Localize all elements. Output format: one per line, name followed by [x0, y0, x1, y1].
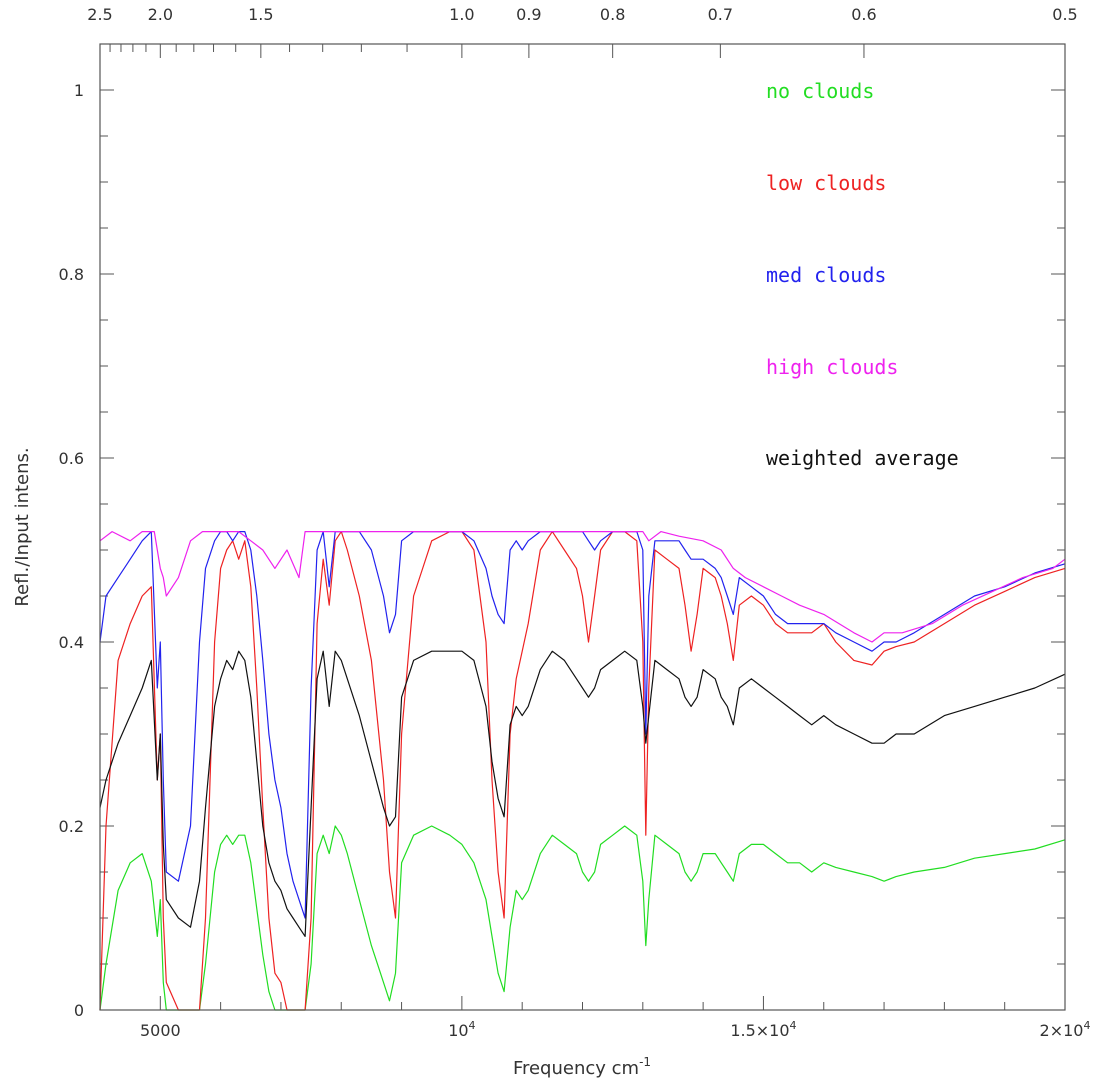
- top-tick-label: 0.6: [851, 5, 876, 24]
- y-tick-label: 0.6: [59, 449, 84, 468]
- top-tick-label: 2.0: [148, 5, 173, 24]
- top-tick-label: 2.5: [87, 5, 112, 24]
- tick-labels: 5000 104 1.5×104 2×104 0 0.2 0.4 0.6 0.8 1 2.5 2.0 1…: [59, 5, 1091, 1040]
- y-tick-label: 0.4: [59, 633, 84, 652]
- y-tick-label: 0.8: [59, 265, 84, 284]
- legend-entry-high-clouds: high clouds: [766, 355, 898, 379]
- plot-frame: [99, 43, 1066, 1011]
- legend-entry-no-clouds: no clouds: [766, 79, 874, 103]
- legend-entry-low-clouds: low clouds: [766, 171, 886, 195]
- x-tick-label: 2×104: [1040, 1019, 1091, 1040]
- top-tick-label: 0.8: [600, 5, 625, 24]
- legend-entry-med-clouds: med clouds: [766, 263, 886, 287]
- legend-entry-weighted-average: weighted average: [766, 446, 959, 470]
- top-tick-label: 1.5: [248, 5, 273, 24]
- weighted-average-series-line: [99, 650, 1066, 937]
- x-axis-title-sup: -1: [639, 1055, 651, 1069]
- axis-ticks: [99, 43, 1066, 1011]
- legend: no clouds low clouds med clouds high clouds…: [766, 79, 959, 470]
- high-clouds-series-line: [99, 531, 1066, 643]
- x-tick-label: 5000: [140, 1021, 181, 1040]
- x-axis-title: Frequency cm-1: [513, 1055, 651, 1079]
- top-tick-label: 0.7: [708, 5, 733, 24]
- x-axis-title-text: Frequency cm: [513, 1058, 639, 1079]
- y-tick-label: 1: [74, 81, 84, 100]
- series-lines: [99, 531, 1066, 1011]
- x-tick-label: 104: [448, 1019, 475, 1040]
- y-tick-label: 0.2: [59, 817, 84, 836]
- top-tick-label: 0.5: [1052, 5, 1077, 24]
- x-tick-label: 1.5×104: [730, 1019, 796, 1040]
- y-axis-title: Refl./Input intens.: [12, 447, 33, 606]
- y-tick-label: 0: [74, 1001, 84, 1020]
- med-clouds-series-line: [99, 531, 1066, 919]
- top-tick-label: 1.0: [449, 5, 474, 24]
- top-tick-label: 0.9: [516, 5, 541, 24]
- low-clouds-series-line: [99, 531, 1066, 1011]
- no-clouds-series-line: [99, 825, 1066, 1011]
